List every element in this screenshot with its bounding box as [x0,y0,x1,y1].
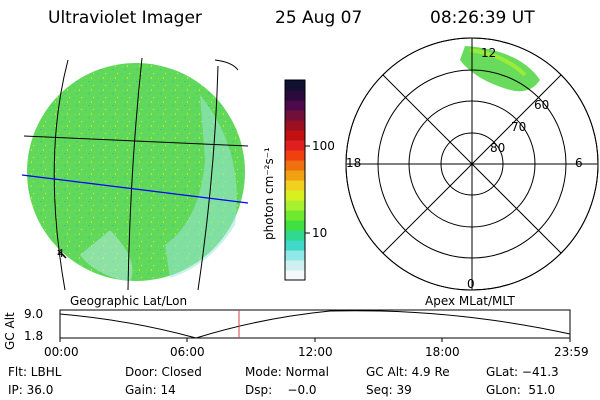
altitude-xtick-4: 23:59 [554,345,589,359]
colorbar-segment [285,130,305,141]
colorbar-label-10: 10 [312,226,328,240]
polar-diag-2 [382,74,562,254]
polar-label-12: 12 [481,46,497,60]
polar-lat-60: 60 [534,98,550,112]
colorbar-segment [285,80,305,91]
info-glon: GLon: 51.0 [486,383,556,397]
instrument-title: Ultraviolet Imager [48,8,202,28]
globe-corner-mark: 4 [57,247,64,260]
info-filter: Flt: LBHL [8,365,62,379]
info-glat: GLat: −41.3 [486,365,559,379]
colorbar-segment [285,200,305,211]
altitude-chart [59,309,571,342]
colorbar-segment [285,150,305,161]
info-seq: Seq: 39 [366,383,412,397]
altitude-xtick-2: 12:00 [298,345,333,359]
info-door: Door: Closed [125,365,202,379]
colorbar-segment [285,180,305,191]
polar-lat-70: 70 [511,120,527,134]
globe-dim-region [165,95,237,278]
globe-graticule [23,57,249,291]
polar-plot-label: Apex MLat/MLT [425,294,515,308]
globe-plot-label: Geographic Lat/Lon [70,294,188,308]
colorbar-segment [285,160,305,171]
altitude-ytick-9: 9.0 [24,307,44,321]
header-date: 25 Aug 07 [275,8,363,28]
globe-corner-tick [57,249,67,259]
colorbar-segment [285,190,305,201]
colorbar-segment [285,100,305,111]
altitude-ytick-1-8: 1.8 [24,329,44,343]
altitude-curve [59,310,571,339]
colorbar-segment [285,260,305,271]
colorbar-segment [285,230,305,241]
colorbar-frame [284,79,306,281]
colorbar-segment [285,110,305,121]
altitude-xtick-0: 00:00 [44,345,79,359]
globe-image [21,57,249,291]
info-gc-alt: GC Alt: 4.9 Re [366,365,450,379]
polar-label-6: 6 [575,156,583,170]
altitude-xtick-3: 18:00 [425,345,460,359]
colorbar-segment [285,140,305,151]
info-ip: IP: 36.0 [8,383,54,397]
globe-dim-region-2 [80,230,133,282]
colorbar-label-100: 100 [312,139,335,153]
globe-equator [21,174,249,204]
colorbar-unit-label: photon cm⁻²s⁻¹ [262,147,276,240]
colorbar-segment [285,220,305,231]
info-dsp: Dsp: −0.0 [245,383,317,397]
colorbar-segment [285,210,305,221]
polar-label-0: 0 [467,277,475,291]
auroral-oval-bright [469,48,527,77]
auroral-oval [460,46,540,92]
colorbar-segment [285,90,305,101]
colorbar-segment [285,270,305,281]
altitude-xtick-1: 06:00 [170,345,205,359]
colorbar-segment [285,250,305,261]
colorbar [284,79,310,281]
header-time: 08:26:39 UT [430,8,535,28]
info-mode: Mode: Normal [245,365,329,379]
colorbar-segment [285,120,305,131]
polar-plot [345,37,599,291]
altitude-ylabel: GC Alt [3,312,17,350]
colorbar-segment [285,240,305,251]
info-gain: Gain: 14 [125,383,176,397]
polar-label-18: 18 [346,156,362,170]
altitude-frame [59,309,571,339]
polar-lat-80: 80 [490,141,506,155]
colorbar-segment [285,170,305,181]
